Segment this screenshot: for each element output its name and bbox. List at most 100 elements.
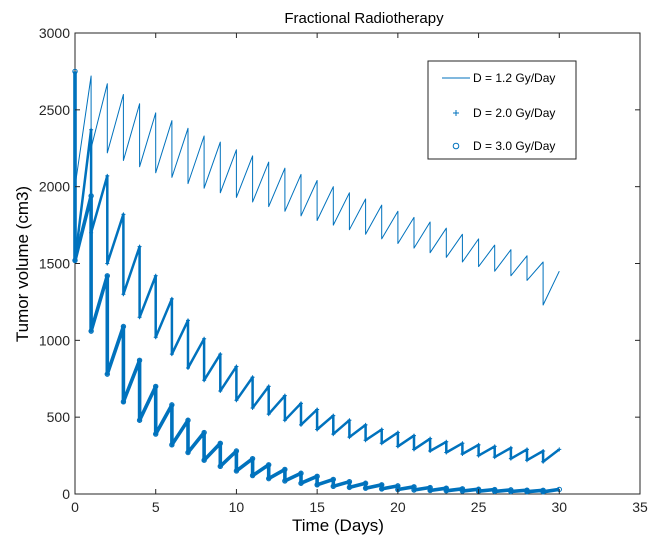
data-point bbox=[330, 483, 336, 490]
data-point bbox=[525, 458, 529, 463]
data-point bbox=[153, 383, 159, 390]
data-point bbox=[315, 427, 320, 432]
data-point bbox=[88, 193, 94, 199]
y-axis-label: Tumor volume (cm3) bbox=[13, 186, 32, 342]
data-point bbox=[282, 478, 288, 484]
data-point bbox=[411, 484, 417, 490]
x-tick-label: 15 bbox=[309, 499, 325, 515]
data-point bbox=[541, 448, 546, 453]
data-point bbox=[508, 487, 514, 493]
data-point bbox=[250, 405, 255, 410]
data-point bbox=[492, 486, 498, 493]
data-point bbox=[266, 412, 271, 417]
series-2 bbox=[73, 127, 562, 464]
data-point bbox=[72, 257, 78, 264]
legend-entry-3: D = 3.0 Gy/Day bbox=[452, 139, 555, 153]
data-point bbox=[315, 407, 320, 412]
data-point bbox=[120, 323, 127, 330]
data-point bbox=[492, 455, 497, 460]
data-point bbox=[411, 487, 417, 493]
data-point bbox=[218, 389, 223, 394]
data-point bbox=[395, 483, 401, 489]
data-point bbox=[476, 442, 481, 447]
series-1 bbox=[74, 75, 560, 306]
chart-title: Fractional Radiotherapy bbox=[284, 10, 444, 27]
data-point bbox=[249, 455, 256, 462]
data-point bbox=[266, 462, 272, 468]
y-tick-label: 3000 bbox=[39, 25, 70, 41]
data-point bbox=[459, 486, 466, 492]
data-point bbox=[104, 273, 110, 279]
data-point bbox=[298, 470, 304, 476]
data-point bbox=[249, 472, 256, 479]
y-tick-label: 0 bbox=[62, 486, 70, 502]
data-point bbox=[540, 489, 546, 495]
x-tick-label: 25 bbox=[471, 499, 487, 515]
data-point bbox=[72, 68, 78, 75]
legend-entry-2: D = 2.0 Gy/Day bbox=[453, 106, 555, 120]
data-point bbox=[541, 459, 546, 464]
x-tick-label: 35 bbox=[632, 499, 648, 515]
y-tick-label: 2000 bbox=[39, 179, 70, 195]
data-point bbox=[202, 378, 207, 383]
data-point bbox=[234, 364, 239, 369]
data-point bbox=[444, 450, 449, 455]
data-point bbox=[330, 476, 336, 483]
data-point bbox=[379, 486, 385, 492]
data-point bbox=[492, 444, 497, 449]
data-point bbox=[136, 417, 143, 423]
y-tick-label: 500 bbox=[47, 409, 71, 425]
data-point bbox=[557, 447, 562, 452]
data-point bbox=[136, 357, 143, 364]
data-point bbox=[459, 488, 466, 494]
data-point bbox=[299, 401, 303, 406]
data-point bbox=[314, 473, 320, 480]
data-point bbox=[202, 336, 207, 341]
legend-entry-1: D = 1.2 Gy/Day bbox=[442, 71, 555, 85]
x-axis-label: Time (Days) bbox=[292, 516, 384, 535]
data-point bbox=[120, 399, 127, 405]
data-point bbox=[428, 448, 433, 453]
series-line bbox=[74, 75, 560, 306]
data-point bbox=[169, 402, 175, 408]
data-point bbox=[233, 448, 240, 454]
data-point bbox=[460, 452, 465, 457]
y-tick-label: 1000 bbox=[39, 332, 70, 348]
legend-plus-marker bbox=[453, 110, 459, 116]
y-axis-ticks: 0 500 1000 1500 2000 2500 3000 bbox=[39, 25, 640, 502]
x-tick-label: 10 bbox=[229, 499, 245, 515]
legend-box bbox=[427, 60, 577, 160]
data-point bbox=[217, 463, 223, 470]
data-point bbox=[412, 433, 416, 438]
data-point bbox=[362, 480, 369, 486]
data-point bbox=[250, 375, 255, 380]
data-point bbox=[363, 438, 368, 443]
data-point bbox=[444, 439, 449, 444]
data-point bbox=[169, 442, 175, 448]
data-point bbox=[476, 453, 481, 458]
data-point bbox=[137, 244, 142, 249]
x-tick-label: 5 bbox=[152, 499, 160, 515]
data-point bbox=[525, 447, 529, 452]
data-point bbox=[363, 422, 368, 427]
data-point bbox=[524, 488, 530, 495]
legend-label-1: D = 1.2 Gy/Day bbox=[473, 71, 555, 85]
y-tick-label: 2500 bbox=[39, 102, 70, 118]
data-point bbox=[508, 488, 514, 495]
data-point bbox=[298, 480, 304, 486]
series-line bbox=[73, 128, 561, 463]
data-point bbox=[201, 429, 207, 436]
data-point bbox=[395, 430, 400, 435]
x-tick-label: 0 bbox=[71, 499, 79, 515]
data-point bbox=[282, 393, 287, 398]
data-point bbox=[186, 365, 190, 370]
data-point bbox=[395, 444, 400, 449]
data-point bbox=[266, 384, 271, 389]
data-point bbox=[266, 475, 272, 482]
data-point bbox=[88, 328, 94, 334]
data-point bbox=[508, 456, 513, 461]
data-point bbox=[379, 427, 384, 432]
data-point bbox=[121, 212, 126, 217]
data-point bbox=[153, 335, 158, 340]
data-point bbox=[282, 466, 288, 473]
